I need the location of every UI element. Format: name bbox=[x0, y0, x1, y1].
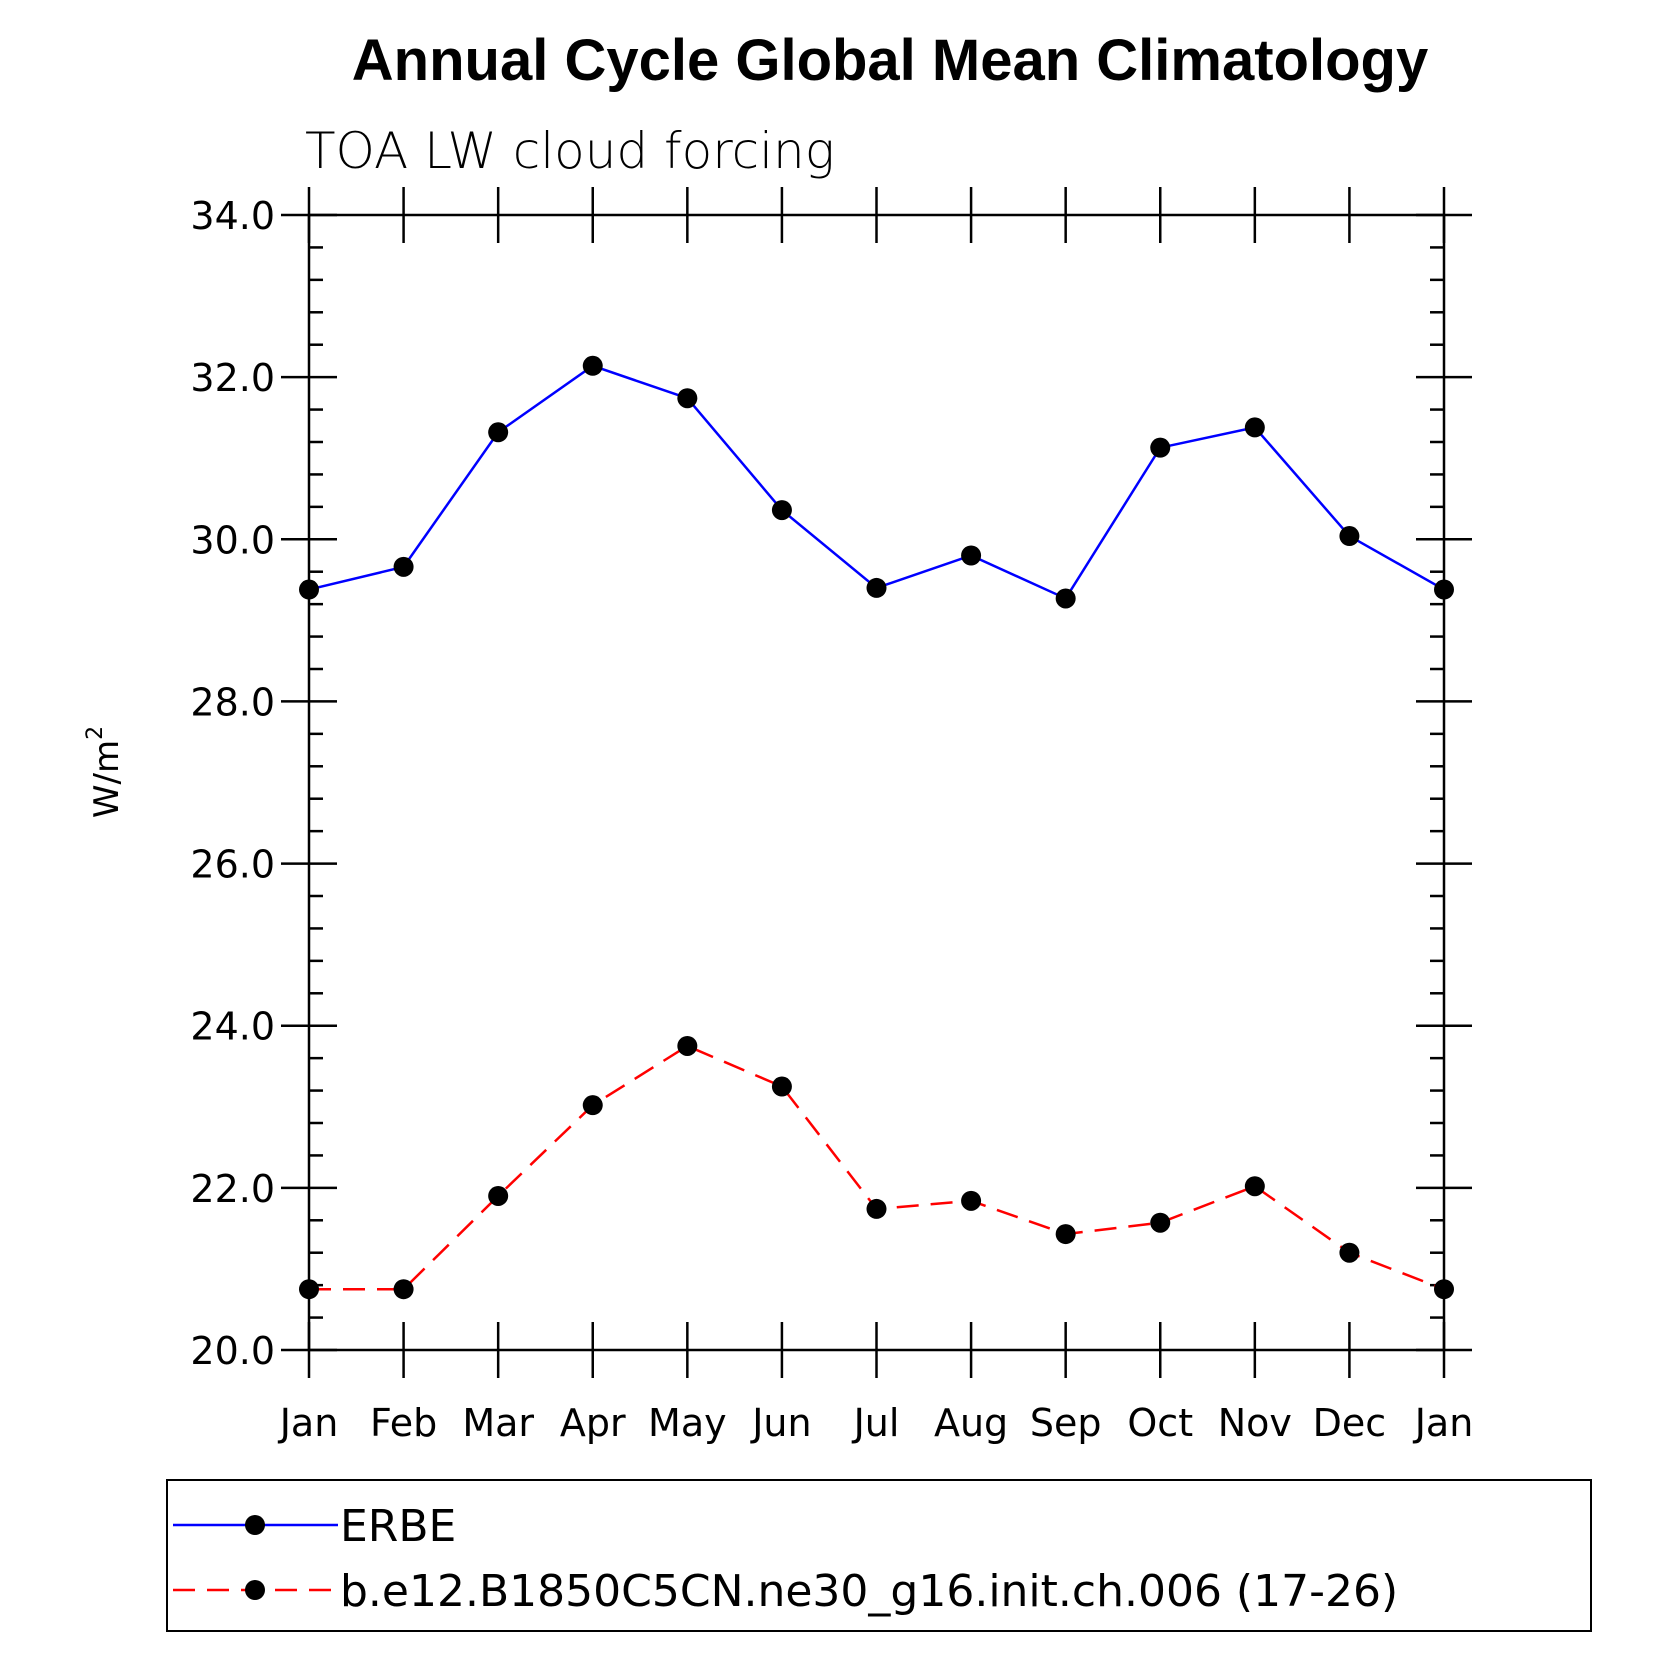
data-point bbox=[1055, 1224, 1076, 1245]
chart-title: Annual Cycle Global Mean Climatology bbox=[352, 28, 1428, 93]
x-tick-label: Dec bbox=[1313, 1401, 1387, 1445]
data-point bbox=[393, 556, 414, 577]
x-tick-label: Jun bbox=[750, 1401, 811, 1445]
legend-marker bbox=[245, 1580, 265, 1600]
svg-text:W/m2: W/m2 bbox=[83, 726, 127, 818]
y-tick-label: 28.0 bbox=[190, 680, 275, 724]
data-point bbox=[1244, 1176, 1265, 1197]
data-point bbox=[961, 1190, 982, 1211]
axes: 20.0 22.0 24.0 26.0 28.0 30.0 32.0 34.0 Jan Feb Ma… bbox=[190, 187, 1473, 1445]
x-tick-label: Sep bbox=[1030, 1401, 1102, 1445]
data-point bbox=[1339, 1242, 1360, 1263]
legend-marker bbox=[245, 1515, 265, 1535]
data-point bbox=[582, 355, 603, 376]
legend-box bbox=[166, 1479, 1592, 1632]
x-tick-label: Feb bbox=[370, 1401, 437, 1445]
data-point bbox=[582, 1095, 603, 1116]
y-axis-label-superscript: 2 bbox=[83, 726, 108, 740]
data-point bbox=[1150, 437, 1171, 458]
data-point bbox=[1434, 1279, 1454, 1300]
x-tick-label: Oct bbox=[1127, 1401, 1193, 1445]
x-tick-label: Jan bbox=[1413, 1401, 1474, 1445]
chart-subtitle: TOA LW cloud forcing bbox=[305, 122, 835, 180]
series-line-1 bbox=[308, 364, 1445, 601]
data-point bbox=[677, 388, 698, 409]
x-tick-label: Jan bbox=[278, 1401, 339, 1445]
y-tick-label: 32.0 bbox=[190, 356, 275, 400]
data-point bbox=[771, 500, 792, 521]
data-point bbox=[1244, 417, 1265, 438]
x-tick-label: Aug bbox=[934, 1401, 1008, 1445]
x-tick-label: Apr bbox=[560, 1401, 626, 1445]
data-point bbox=[1055, 588, 1076, 609]
plot-frame bbox=[307, 213, 1446, 1352]
y-axis-label: W/m2 bbox=[83, 726, 127, 818]
data-point bbox=[1434, 579, 1454, 600]
y-tick-label: 26.0 bbox=[190, 843, 275, 887]
y-tick-label: 20.0 bbox=[190, 1329, 275, 1373]
y-axis-label-text: W/m bbox=[87, 740, 127, 818]
data-point bbox=[866, 1198, 887, 1219]
data-point bbox=[771, 1076, 792, 1097]
legend-label: ERBE bbox=[340, 1501, 456, 1552]
data-point bbox=[393, 1279, 414, 1300]
data-point bbox=[677, 1035, 698, 1056]
y-tick-label: 30.0 bbox=[190, 518, 275, 562]
data-point bbox=[961, 545, 982, 566]
y-tick-label: 34.0 bbox=[190, 194, 275, 238]
y-tick-label: 24.0 bbox=[190, 1005, 275, 1049]
data-point bbox=[1339, 526, 1360, 547]
data-point bbox=[488, 1185, 509, 1206]
series-layer bbox=[299, 355, 1454, 1300]
data-point bbox=[299, 579, 319, 600]
series-line-2 bbox=[309, 1044, 1445, 1291]
data-point bbox=[1150, 1212, 1171, 1233]
x-tick-label: Mar bbox=[462, 1401, 534, 1445]
data-point bbox=[488, 422, 509, 443]
x-tick-label: Nov bbox=[1218, 1401, 1292, 1445]
x-tick-label: May bbox=[648, 1401, 727, 1445]
legend: ERBE b.e12.B1850C5CN.ne30_g16.init.ch.006… bbox=[173, 1501, 1398, 1617]
data-point bbox=[299, 1279, 319, 1300]
legend-label: b.e12.B1850C5CN.ne30_g16.init.ch.006 (17… bbox=[340, 1566, 1398, 1617]
x-tick-label: Jul bbox=[852, 1401, 900, 1445]
data-point bbox=[866, 577, 887, 598]
y-tick-label: 22.0 bbox=[190, 1167, 275, 1211]
